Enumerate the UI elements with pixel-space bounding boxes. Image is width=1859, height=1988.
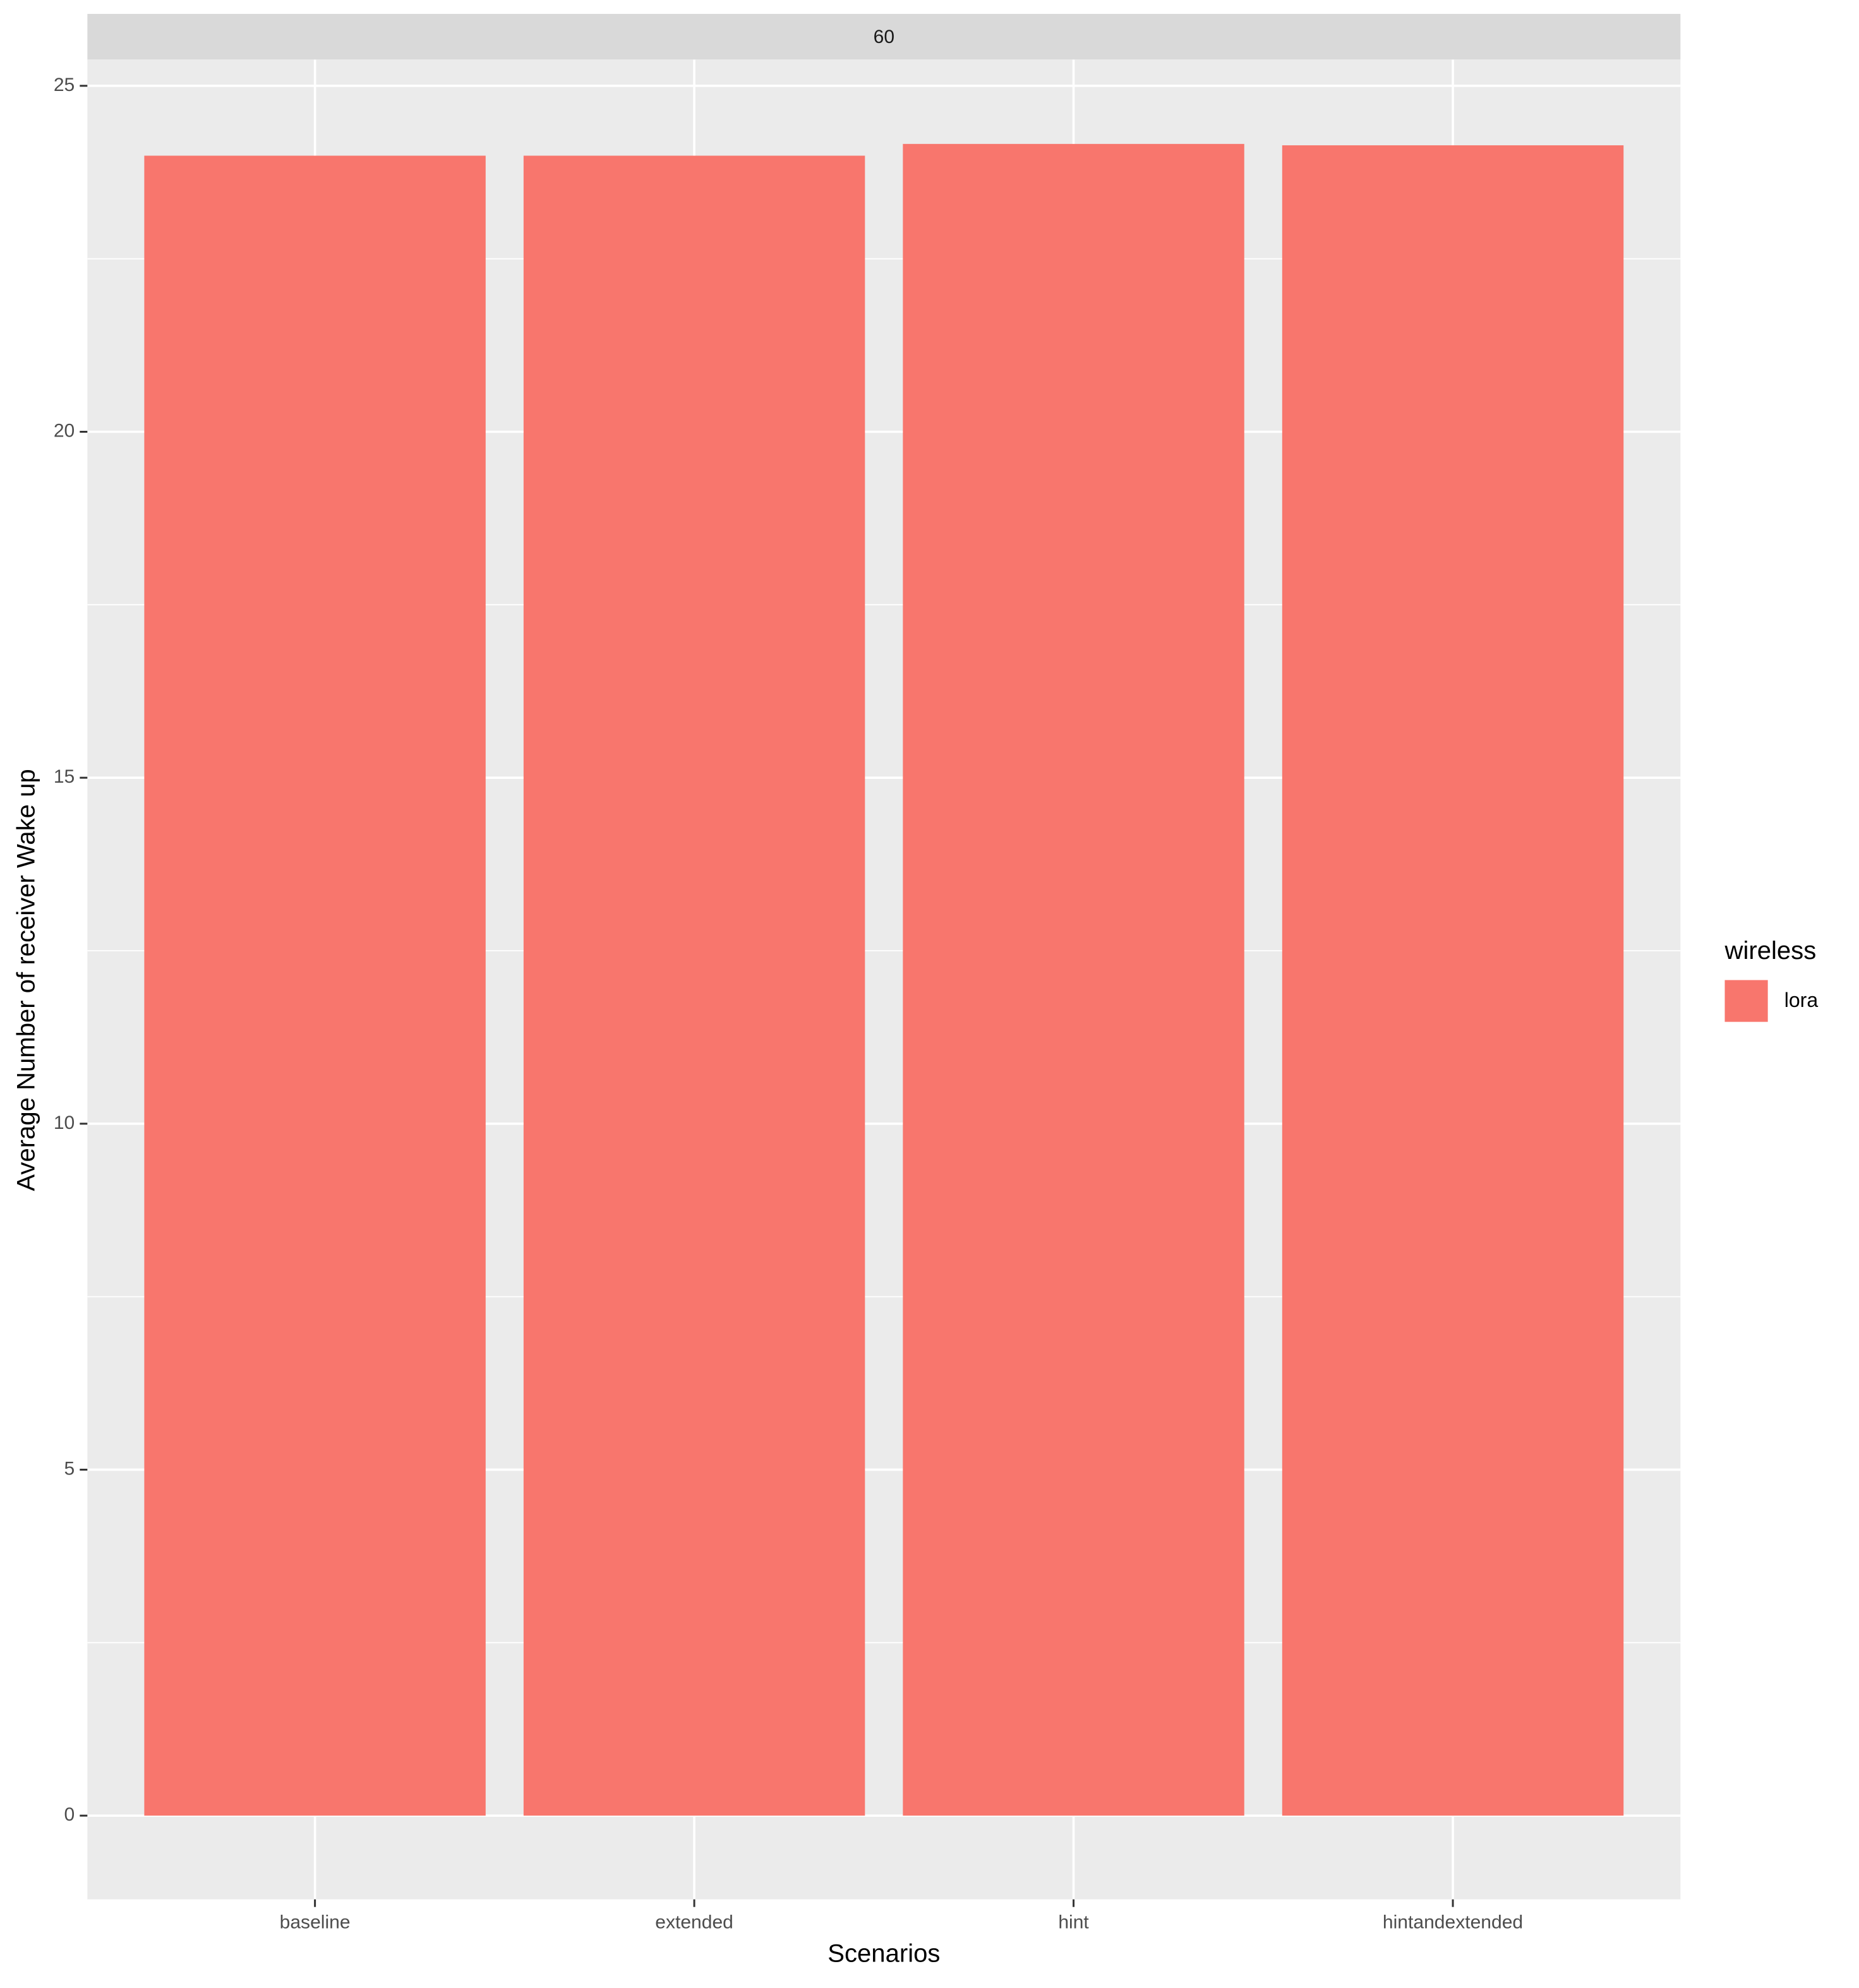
- legend-key: [1724, 980, 1768, 1022]
- legend-title: wireless: [1724, 937, 1816, 965]
- y-tick-label: 25: [54, 75, 75, 95]
- facet-strip: [87, 14, 1681, 60]
- x-tick-label: hintandextended: [1383, 1912, 1523, 1933]
- y-tick-label: 5: [64, 1458, 75, 1479]
- facet-label: 60: [874, 27, 894, 47]
- bar: [1282, 145, 1624, 1816]
- y-tick-label: 0: [64, 1804, 75, 1825]
- bar: [144, 155, 486, 1816]
- y-axis-title: Average Number of receiver Wake up: [13, 769, 40, 1191]
- legend-label: lora: [1784, 989, 1819, 1011]
- x-axis-title: Scenarios: [827, 1939, 940, 1967]
- x-tick-label: extended: [655, 1912, 733, 1933]
- x-tick-label: hint: [1058, 1912, 1089, 1933]
- y-tick-label: 15: [54, 766, 75, 787]
- y-tick-label: 10: [54, 1112, 75, 1133]
- y-tick-label: 20: [54, 420, 75, 441]
- bar: [523, 155, 865, 1816]
- bar: [903, 143, 1244, 1816]
- x-tick-label: baseline: [280, 1912, 351, 1933]
